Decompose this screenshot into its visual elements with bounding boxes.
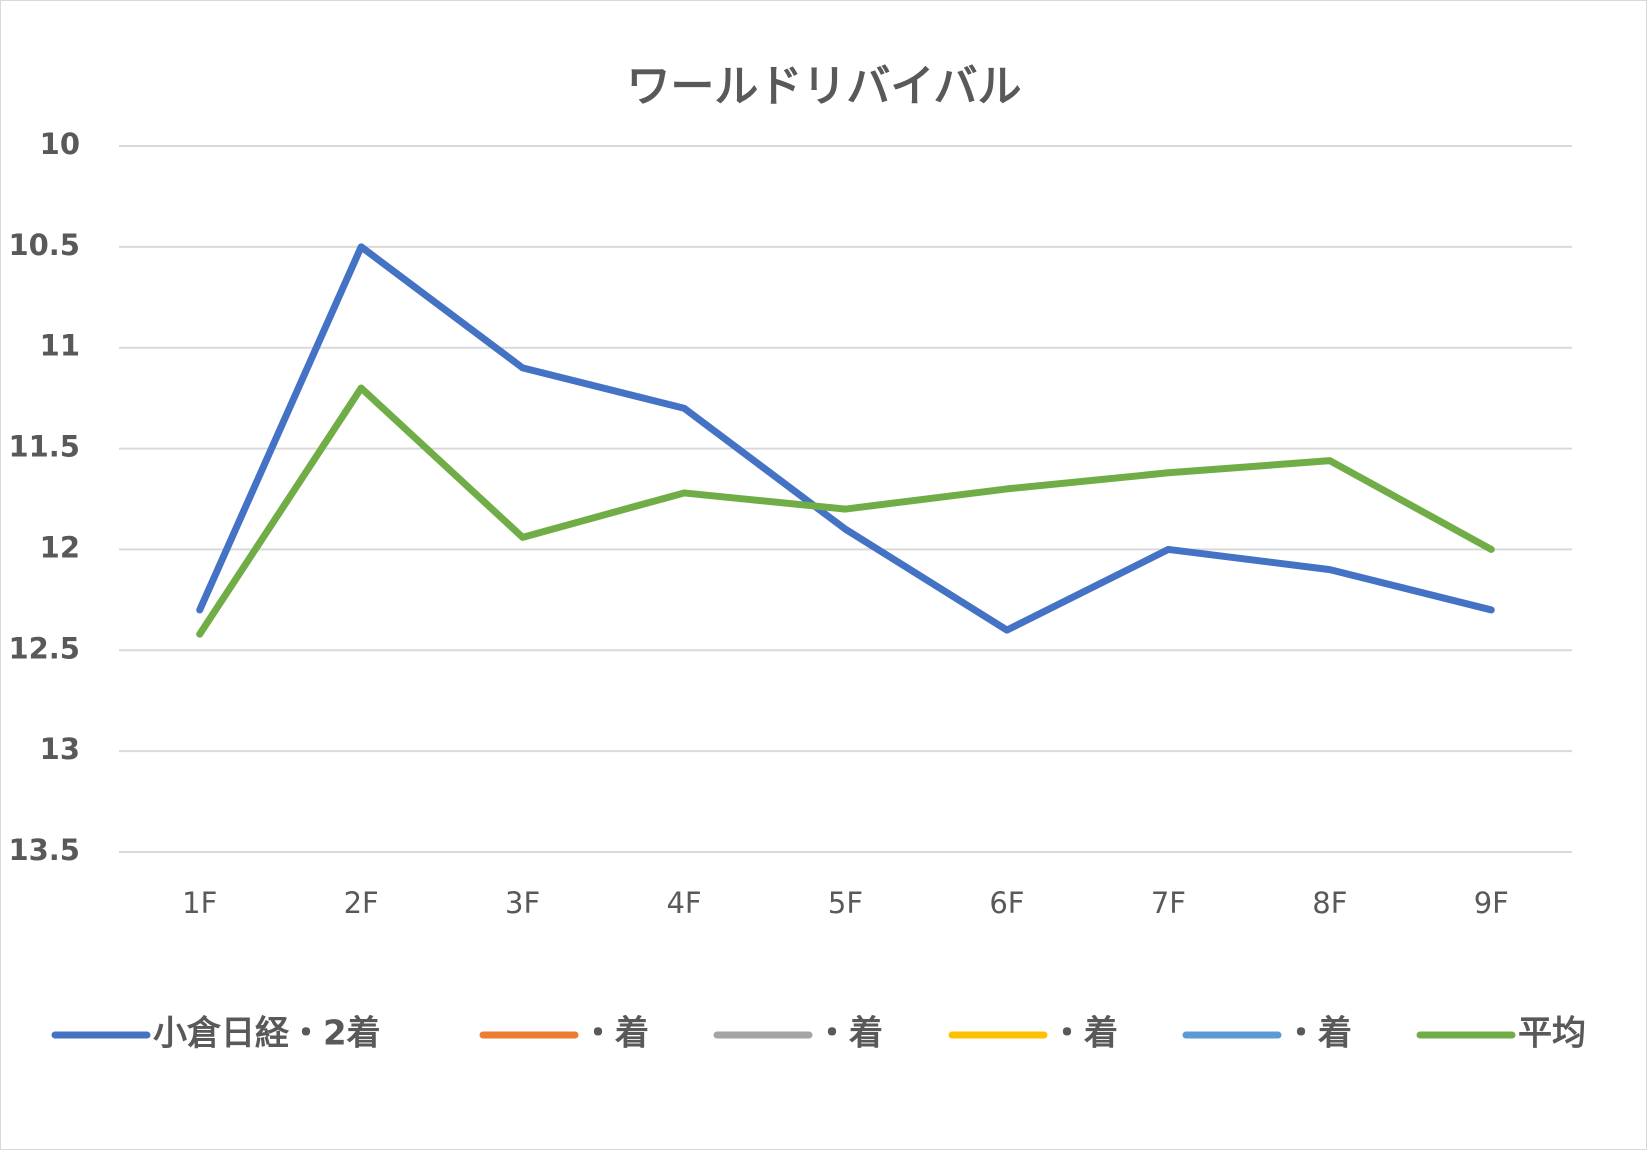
y-tick-label: 10.5 — [8, 228, 80, 262]
x-tick-label: 2F — [344, 886, 379, 920]
y-tick-label: 13.5 — [8, 833, 80, 867]
legend-label: 平均 — [1518, 1014, 1586, 1054]
x-tick-label: 8F — [1312, 886, 1347, 920]
y-tick-label: 11.5 — [8, 430, 80, 464]
y-tick-label: 10 — [40, 127, 80, 161]
y-tick-label: 12.5 — [8, 631, 80, 665]
legend-label: ・着 — [581, 1014, 649, 1054]
x-tick-label: 3F — [505, 886, 540, 920]
y-tick-label: 11 — [40, 329, 80, 363]
x-tick-label: 9F — [1474, 886, 1509, 920]
x-tick-label: 5F — [828, 886, 863, 920]
legend-label: ・着 — [1050, 1014, 1118, 1054]
x-tick-label: 1F — [182, 886, 217, 920]
legend-label: ・着 — [1284, 1014, 1352, 1054]
y-tick-label: 13 — [40, 732, 80, 766]
legend-label: 小倉日経・2着 — [153, 1014, 381, 1054]
y-tick-label: 12 — [40, 530, 80, 564]
series-line — [196, 243, 1495, 634]
x-tick-label: 4F — [666, 886, 701, 920]
series-line — [196, 384, 1495, 638]
x-tick-label: 6F — [989, 886, 1024, 920]
x-tick-label: 7F — [1151, 886, 1186, 920]
chart-title: ワールドリバイバル — [626, 61, 1021, 112]
legend-label: ・着 — [815, 1014, 883, 1054]
